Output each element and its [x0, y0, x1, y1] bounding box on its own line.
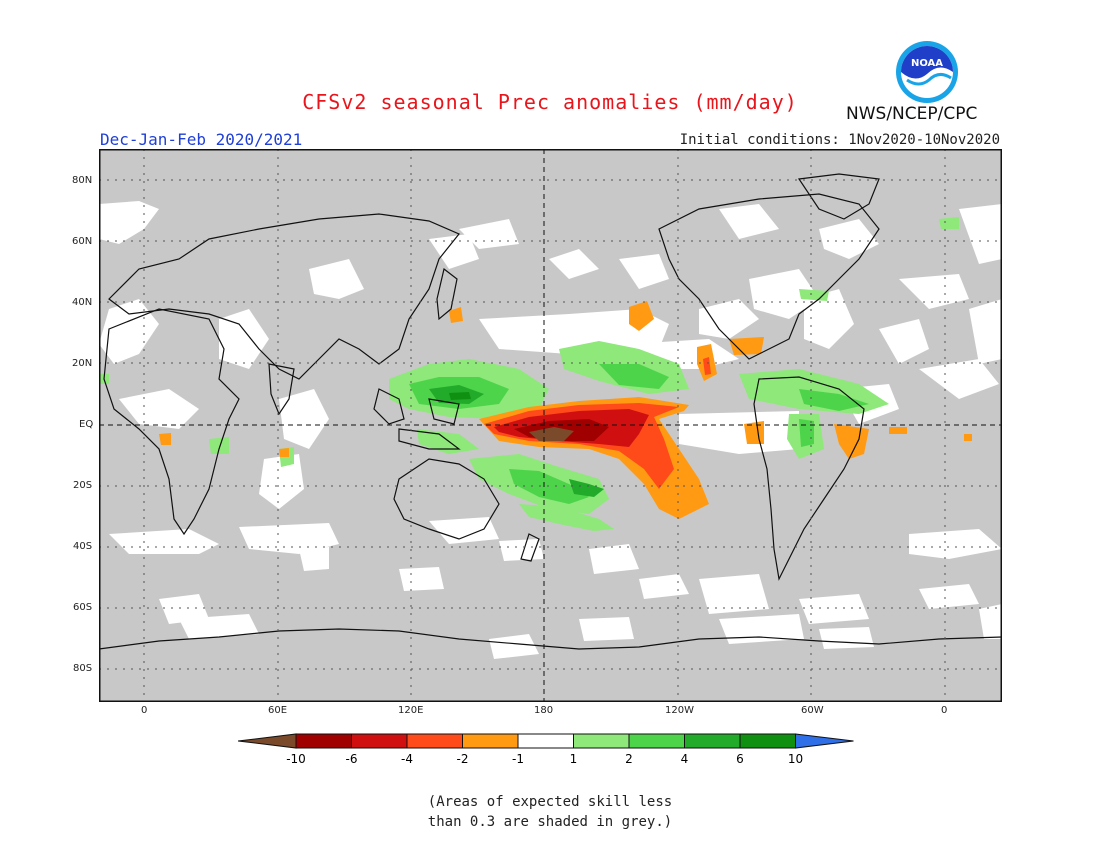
- legend-label: 1: [570, 752, 578, 766]
- graticule: [99, 149, 1002, 702]
- legend-label: 4: [681, 752, 689, 766]
- lat-label: 40N: [72, 297, 93, 308]
- lon-label: 120E: [398, 705, 424, 716]
- lon-label: 180: [534, 705, 554, 716]
- legend-label: -10: [286, 752, 306, 766]
- lon-label: 0: [141, 705, 148, 716]
- lat-label: 60N: [72, 236, 93, 247]
- legend-label: -1: [512, 752, 524, 766]
- skill-note-line2: than 0.3 are shaded in grey.): [427, 814, 673, 830]
- legend-swatch: [406, 733, 463, 749]
- legend-swatch: [462, 733, 519, 749]
- noaa-logo: NOAA: [896, 41, 958, 103]
- neutral-anomaly-areas: [99, 201, 1002, 659]
- season-label: Dec-Jan-Feb 2020/2021: [100, 130, 303, 149]
- lat-label: 20S: [73, 480, 93, 491]
- legend-label: 2: [625, 752, 633, 766]
- skill-note: (Areas of expected skill less than 0.3 a…: [0, 792, 1100, 832]
- lat-label: 60S: [73, 602, 93, 613]
- coastlines: [99, 173, 1002, 650]
- color-legend: -10 -6 -4 -2 -1 1 2 4 6 10: [238, 733, 854, 766]
- precipitation-anomaly-map: [99, 149, 1002, 702]
- dry-anomaly-areas: [159, 301, 972, 519]
- lon-label: 60W: [801, 705, 824, 716]
- legend-label: -2: [457, 752, 469, 766]
- lat-label: EQ: [79, 419, 94, 430]
- legend-label: -6: [346, 752, 358, 766]
- lon-label: 60E: [268, 705, 288, 716]
- skill-note-line1: (Areas of expected skill less: [427, 794, 673, 810]
- lon-label: 120W: [665, 705, 694, 716]
- lat-label: 20N: [72, 358, 93, 369]
- legend-swatch: [795, 733, 854, 749]
- legend-label: 6: [736, 752, 744, 766]
- lat-label: 80N: [72, 175, 93, 186]
- legend-swatch: [295, 733, 352, 749]
- map-title: CFSv2 seasonal Prec anomalies (mm/day): [302, 90, 798, 114]
- map-frame: [99, 149, 1002, 702]
- legend-swatch: [238, 733, 297, 749]
- legend-swatch: [573, 733, 630, 749]
- initial-conditions-label: Initial conditions: 1Nov2020-10Nov2020: [679, 132, 1000, 148]
- noaa-logo-text: NOAA: [911, 58, 943, 69]
- lon-label: 0: [941, 705, 948, 716]
- agency-label: NWS/NCEP/CPC: [846, 104, 978, 124]
- wet-anomaly-areas: [99, 217, 959, 531]
- legend-label: -4: [401, 752, 413, 766]
- legend-swatch: [739, 733, 796, 749]
- lat-label: 40S: [73, 541, 93, 552]
- legend-swatch: [684, 733, 741, 749]
- legend-label: 10: [788, 752, 803, 766]
- legend-swatch: [517, 733, 574, 749]
- lat-label: 80S: [73, 663, 93, 674]
- legend-swatch: [351, 733, 408, 749]
- legend-swatch: [628, 733, 685, 749]
